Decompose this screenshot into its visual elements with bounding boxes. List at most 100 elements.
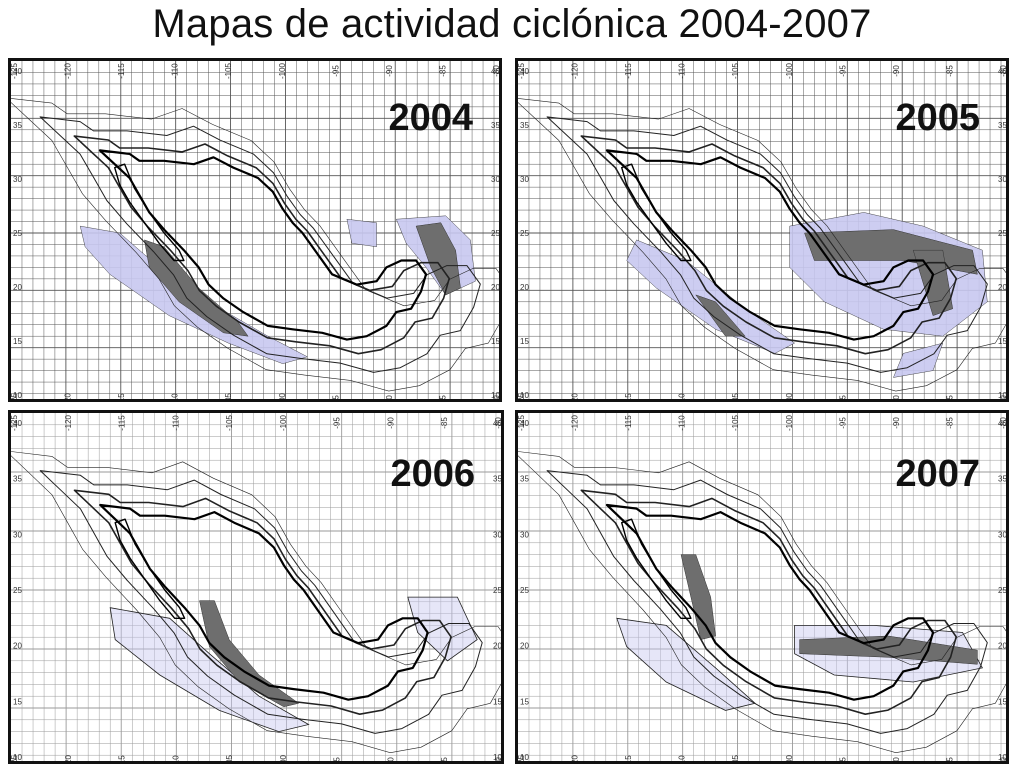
lon-tick-label: -105 <box>731 62 740 79</box>
lon-tick-label: -95 <box>838 395 847 402</box>
lon-tick-label: -85 <box>945 65 954 77</box>
lon-tick-label: -120 <box>571 392 580 402</box>
lat-tick-label: 40 <box>13 67 22 76</box>
lon-tick-label: -115 <box>118 755 127 764</box>
coastline <box>605 503 935 701</box>
lon-tick-label: -105 <box>225 414 234 431</box>
lon-tick-label: -80 <box>494 417 503 429</box>
lon-tick-label: -100 <box>785 62 794 79</box>
page-title: Mapas de actividad ciclónica 2004-2007 <box>152 2 872 46</box>
lon-tick-label: -105 <box>731 414 740 431</box>
lat-tick-label: 40 <box>493 419 502 428</box>
lon-tick-label: -100 <box>785 392 794 402</box>
lat-tick-label: 35 <box>520 475 529 484</box>
lon-tick-label: -105 <box>224 392 233 402</box>
lon-tick-label: -115 <box>624 755 633 764</box>
buffer-contour <box>546 470 988 734</box>
lon-tick-label: -110 <box>678 755 687 764</box>
lat-tick-label: 40 <box>13 419 22 428</box>
lon-tick-label: -115 <box>624 63 633 79</box>
lon-tick-label: -110 <box>678 393 687 402</box>
lon-tick-label: -95 <box>333 757 342 764</box>
lon-tick-label: -115 <box>117 63 126 79</box>
lon-tick-label: -125 <box>518 414 526 431</box>
core-zone <box>799 635 978 665</box>
lon-tick-label: -100 <box>279 754 288 764</box>
lon-tick-label: -105 <box>731 392 740 402</box>
lon-tick-label: -110 <box>171 755 180 764</box>
core-zone <box>415 222 461 296</box>
lon-tick-label: -95 <box>333 417 342 429</box>
lat-tick-label: 40 <box>998 419 1007 428</box>
lon-tick-label: -120 <box>64 414 73 431</box>
lat-tick-label: 20 <box>520 283 529 292</box>
lon-tick-label: -120 <box>64 392 73 402</box>
lon-tick-label: -95 <box>838 417 847 429</box>
lat-tick-label: 40 <box>520 67 529 76</box>
baja-coastline <box>114 163 185 262</box>
lat-tick-label: 35 <box>520 121 529 130</box>
lon-tick-label: -125 <box>11 392 19 402</box>
lat-tick-label: 20 <box>13 642 22 651</box>
lon-tick-label: -110 <box>171 63 180 79</box>
lon-tick-label: -115 <box>624 393 633 402</box>
lat-tick-label: 25 <box>493 586 502 595</box>
lon-tick-label: -90 <box>386 757 395 764</box>
lat-tick-label: 30 <box>998 175 1007 184</box>
lon-tick-label: -120 <box>571 414 580 431</box>
activity-zone <box>109 607 310 733</box>
lat-tick-label: 25 <box>998 586 1007 595</box>
lat-tick-label: 15 <box>13 697 22 706</box>
lat-tick-label: 40 <box>998 67 1007 76</box>
lat-tick-label: 40 <box>491 67 500 76</box>
lat-tick-label: 30 <box>520 530 529 539</box>
lon-tick-label: -120 <box>571 62 580 79</box>
lat-tick-label: 30 <box>998 530 1007 539</box>
lon-tick-label: -90 <box>385 65 394 77</box>
activity-zone <box>346 218 377 248</box>
map-2005: -125 -125 -120 -120 -115 -115 -110 -110 -105 -105… <box>518 61 1007 402</box>
grid <box>11 413 501 761</box>
lat-tick-label: 25 <box>13 229 22 238</box>
coastline <box>605 149 935 341</box>
activity-zone <box>616 617 756 711</box>
buffer-contour <box>39 116 481 373</box>
lat-tick-label: 40 <box>520 419 529 428</box>
lat-tick-label: 10 <box>520 753 529 762</box>
lon-tick-label: -100 <box>278 392 287 402</box>
lat-tick-label: 20 <box>493 642 502 651</box>
lat-tick-label: 30 <box>13 530 22 539</box>
lon-tick-label: -125 <box>11 62 19 79</box>
lon-tick-label: -80 <box>492 395 501 402</box>
lat-tick-label: 10 <box>998 391 1007 400</box>
lat-tick-label: 15 <box>491 337 500 346</box>
lon-tick-label: -105 <box>731 754 740 764</box>
lat-tick-label: 20 <box>520 642 529 651</box>
lat-tick-label: 20 <box>998 642 1007 651</box>
grid <box>518 413 1006 761</box>
lat-tick-label: 25 <box>520 586 529 595</box>
lon-tick-label: -85 <box>440 757 449 764</box>
lon-tick-label: -95 <box>331 65 340 77</box>
lon-tick-label: -90 <box>892 65 901 77</box>
buffer-contour <box>518 98 1006 392</box>
lon-tick-label: -115 <box>118 415 127 431</box>
lon-tick-label: -120 <box>64 62 73 79</box>
lat-tick-label: 15 <box>13 337 22 346</box>
lon-tick-label: -120 <box>571 754 580 764</box>
lon-tick-label: -95 <box>838 757 847 764</box>
lat-tick-label: 35 <box>998 475 1007 484</box>
lon-tick-label: -90 <box>386 417 395 429</box>
lon-tick-label: -110 <box>171 393 180 402</box>
lat-tick-label: 30 <box>493 530 502 539</box>
lon-tick-label: -80 <box>999 417 1008 429</box>
lat-tick-label: 30 <box>491 175 500 184</box>
lat-tick-label: 10 <box>998 753 1007 762</box>
lon-tick-label: -95 <box>838 65 847 77</box>
lon-tick-label: -115 <box>624 415 633 431</box>
lat-tick-label: 10 <box>491 391 500 400</box>
coastline <box>98 149 428 341</box>
buffer-contour <box>546 116 988 373</box>
map-2006: -125 -125 -120 -120 -115 -115 -110 -110 -105 -105… <box>11 413 503 764</box>
lat-tick-label: 10 <box>493 753 502 762</box>
